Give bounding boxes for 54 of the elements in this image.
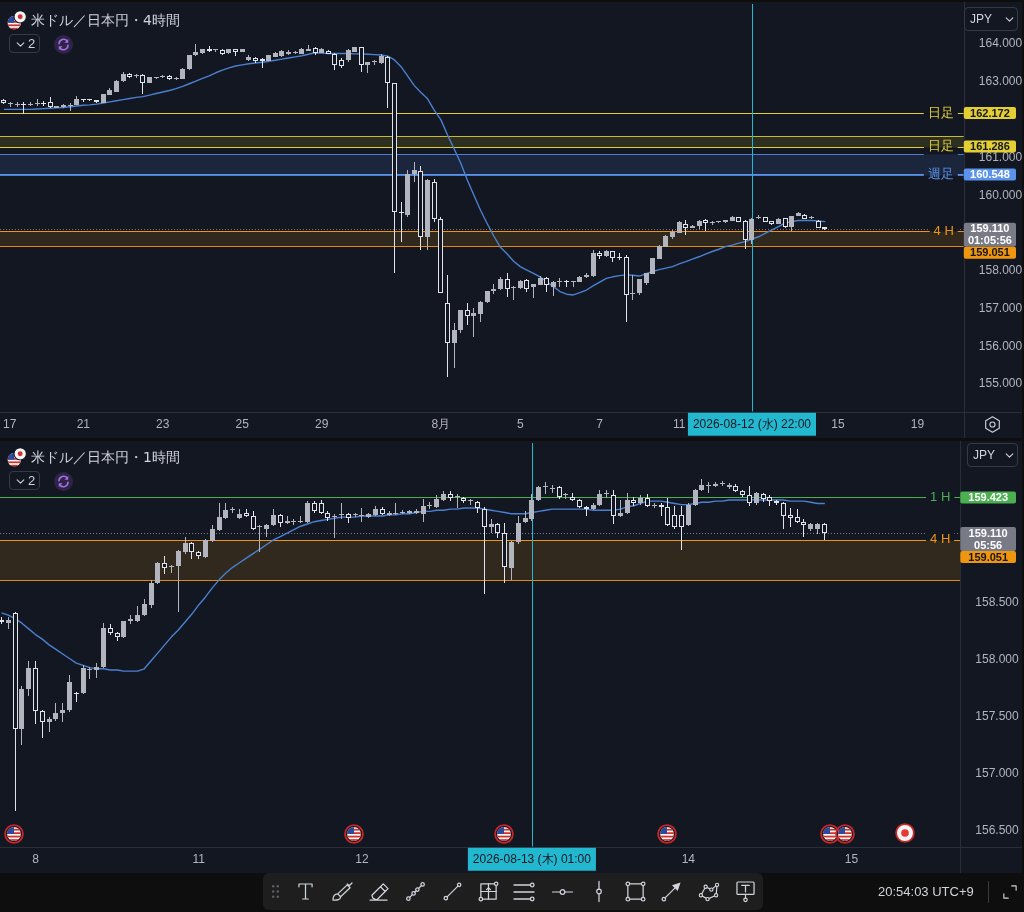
ref-line-label: 1 H	[930, 488, 951, 504]
x-tick-label: 15	[831, 417, 846, 432]
annotation: 2	[28, 472, 36, 489]
text: 20:54:03 UTC+9	[878, 882, 974, 901]
y-tick-label: 158.500	[975, 594, 1019, 609]
ref-line-label: 日足	[927, 138, 954, 154]
ref-line-label: 週足	[927, 166, 954, 182]
text: 160.548	[970, 168, 1010, 181]
text: 162.172	[970, 106, 1010, 119]
y-tick-label: 155.000	[978, 376, 1023, 391]
x-tick-label: 7	[596, 417, 604, 432]
text: 米ドル／日本円・4時間	[31, 11, 180, 29]
y-tick-label: 158.000	[975, 651, 1019, 666]
text: 159.110	[968, 526, 1008, 539]
y-tick-label: 157.000	[978, 300, 1023, 315]
y-tick-label: 160.000	[978, 187, 1023, 202]
ref-line-label: 4 H	[933, 222, 954, 238]
x-tick-label: 8月	[431, 417, 451, 432]
counter-button: 2	[9, 34, 40, 53]
x-tick-label: 2026-08-12 (水) 22:00	[692, 417, 812, 432]
x-tick-label: 21	[76, 417, 91, 432]
x-tick-label: 29	[314, 417, 329, 432]
x-tick-label: 19	[910, 417, 925, 432]
text: 01:05:56	[967, 234, 1012, 247]
annotation: 2	[28, 35, 36, 52]
x-tick-label: 14	[681, 852, 696, 867]
y-tick-label: 157.500	[975, 709, 1019, 724]
x-tick-label: 2026-08-13 (木) 01:00	[472, 852, 592, 867]
text: 159.110	[970, 222, 1010, 235]
x-tick-label: 23	[156, 417, 170, 432]
x-tick-label: 11	[672, 417, 686, 432]
counter-button: 2	[9, 471, 40, 490]
x-tick-label: 11	[192, 852, 206, 867]
x-tick-label: 17	[2, 417, 17, 432]
y-tick-label: 156.000	[978, 338, 1023, 353]
ref-line-label: 日足	[927, 104, 954, 120]
y-tick-label: 156.500	[975, 823, 1019, 838]
text: 米ドル／日本円・1時間	[31, 447, 180, 466]
y-tick-label: 164.000	[978, 36, 1023, 51]
text: 159.051	[970, 246, 1010, 259]
y-tick-label: 163.000	[978, 74, 1023, 89]
x-tick-label: 8	[32, 852, 40, 867]
ref-line-label: 4 H	[930, 531, 951, 547]
x-tick-label: 25	[235, 417, 250, 432]
currency-dropdown: JPY	[967, 443, 1018, 467]
text: 159.051	[968, 550, 1009, 563]
text: 05:56	[974, 538, 1003, 551]
x-tick-label: 15	[844, 852, 859, 867]
x-tick-label: 12	[355, 852, 369, 867]
x-tick-label: 5	[516, 417, 524, 432]
y-tick-label: 158.000	[978, 263, 1023, 278]
y-tick-label: 157.000	[975, 766, 1019, 781]
text: 159.423	[968, 490, 1009, 503]
currency-dropdown: JPY	[964, 7, 1018, 31]
